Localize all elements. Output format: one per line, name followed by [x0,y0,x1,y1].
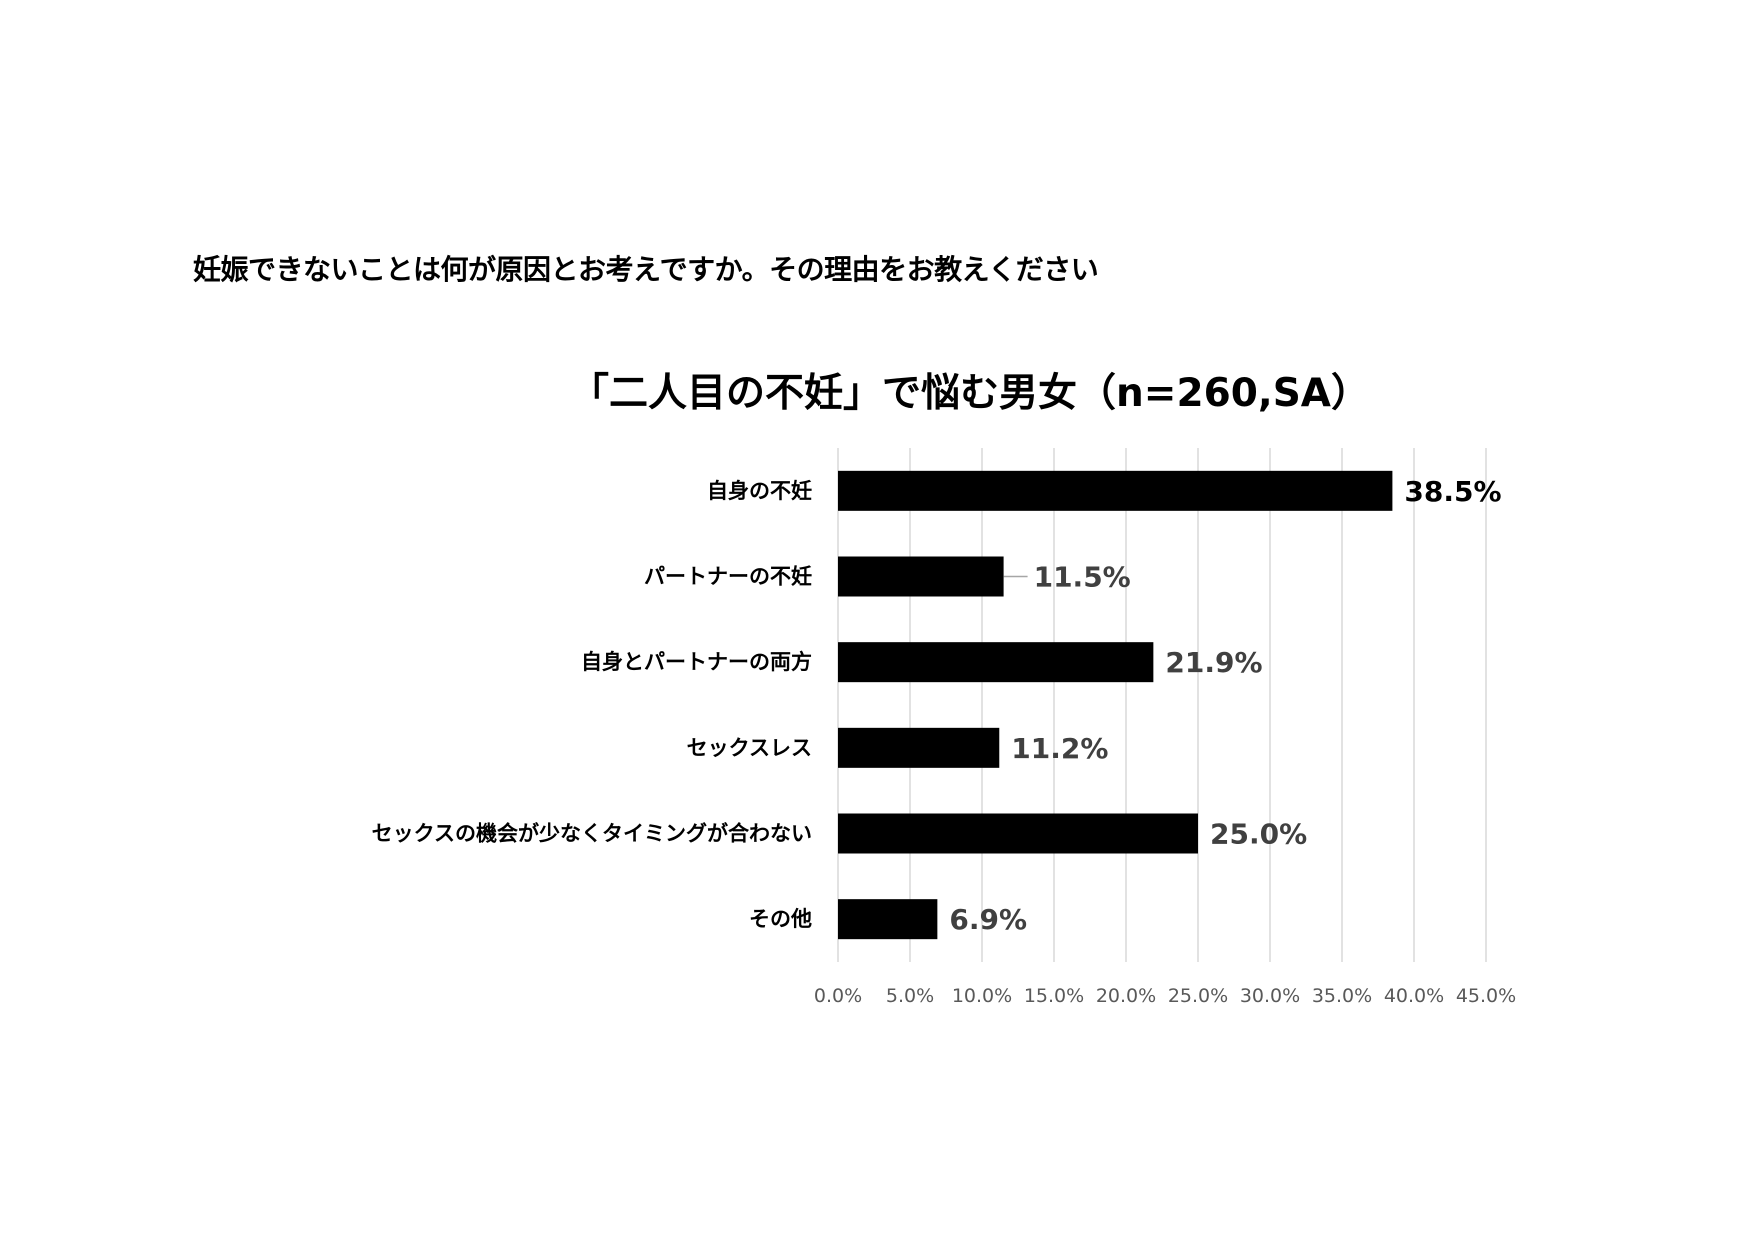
category-label: 自身とパートナーの両方 [581,650,812,674]
x-tick-label: 40.0% [1384,985,1444,1007]
bar [838,470,1393,511]
bars [838,470,1393,940]
question-text: 妊娠できないことは何が原因とお考えですか。その理由をお教えください [193,253,1099,286]
category-label: セックスの機会が少なくタイミングが合わない [372,822,812,846]
data-label: 25.0% [1210,818,1307,851]
category-label: セックスレス [687,736,812,760]
x-tick-label: 15.0% [1024,985,1084,1007]
data-label: 11.5% [1034,561,1131,594]
data-label: 38.5% [1404,475,1501,508]
data-label: 11.2% [1011,732,1108,765]
data-label: 21.9% [1165,646,1262,679]
x-tick-label: 45.0% [1456,985,1516,1007]
bar [838,899,938,940]
x-axis-tick-labels: 0.0% 5.0% 10.0% 15.0% 20.0% 25.0% 30.0% 35.0% 40… [814,985,1516,1007]
x-tick-label: 25.0% [1168,985,1228,1007]
data-label: 6.9% [949,903,1027,936]
bar [838,813,1198,854]
x-tick-label: 20.0% [1096,985,1156,1007]
gridlines [837,448,1487,962]
category-labels: 自身の不妊パートナーの不妊自身とパートナーの両方セックスレスセックスの機会が少な… [372,479,812,931]
category-label: その他 [749,907,812,931]
category-label: 自身の不妊 [707,479,812,503]
x-tick-label: 35.0% [1312,985,1372,1007]
bar [838,642,1154,683]
bar [838,556,1004,597]
x-tick-label: 10.0% [952,985,1012,1007]
x-tick-label: 30.0% [1240,985,1300,1007]
chart-title: 「二人目の不妊」で悩む男女（n=260,SA） [570,371,1370,416]
data-labels: 38.5% 11.5% 21.9% 11.2% 25.0% 6.9% [949,475,1501,936]
bar [838,727,1000,768]
x-tick-label: 5.0% [886,985,934,1007]
category-label: パートナーの不妊 [644,565,812,589]
x-tick-label: 0.0% [814,985,862,1007]
